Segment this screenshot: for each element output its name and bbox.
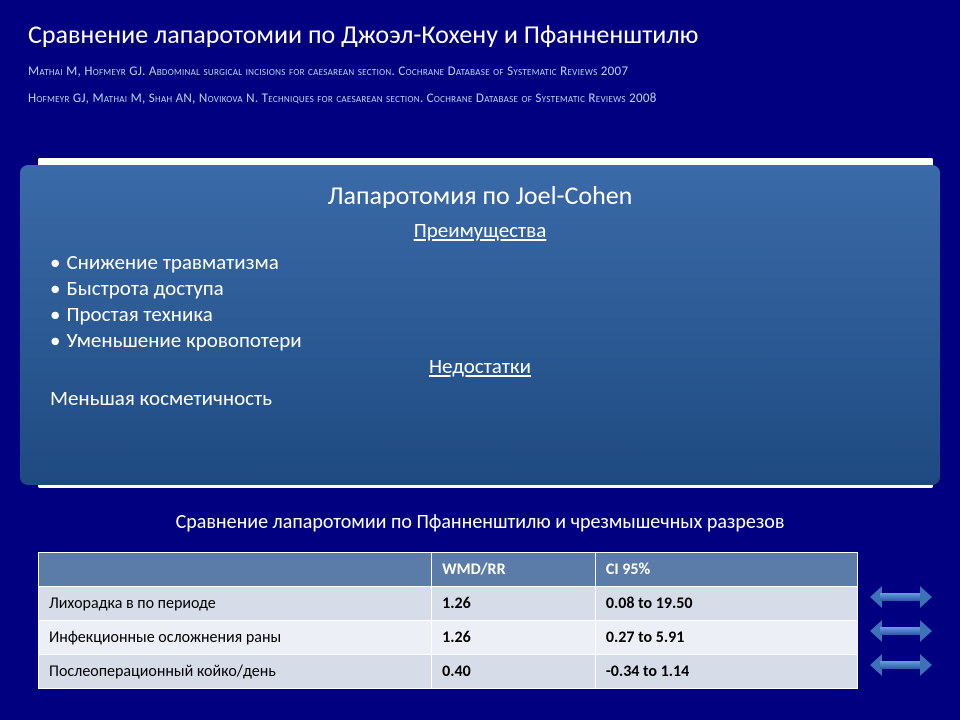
row-ci: 0.27 to 5.91	[595, 621, 857, 655]
advantages-panel: Лапаротомия по Joel-Cohen Преимущества С…	[20, 165, 940, 485]
citation-2: Hofmeyr GJ, Mathai M, Shah AN, Novikova …	[28, 91, 932, 106]
col-header-wmd: WMD/RR	[432, 553, 596, 587]
double-arrow-icon	[870, 586, 932, 608]
arrow-column	[870, 586, 932, 678]
advantage-item: Снижение травматизма	[50, 249, 910, 275]
row-label: Лихорадка в по периоде	[39, 587, 432, 621]
advantages-label: Преимущества	[50, 217, 910, 243]
advantages-list: Снижение травматизма Быстрота доступа Пр…	[50, 249, 910, 353]
comparison-table: WMD/RR CI 95% Лихорадка в по периоде 1.2…	[38, 552, 858, 689]
table-row: Послеоперационный койко/день 0.40 -0.34 …	[39, 655, 858, 689]
advantage-item: Быстрота доступа	[50, 275, 910, 301]
table-row: Лихорадка в по периоде 1.26 0.08 to 19.5…	[39, 587, 858, 621]
disadvantage-item: Меньшая косметичность	[50, 385, 910, 411]
advantage-item: Простая техника	[50, 301, 910, 327]
overlay-heading: Лапаротомия по Joel-Cohen	[50, 179, 910, 211]
disadvantages-label: Недостатки	[50, 353, 910, 379]
double-arrow-icon	[870, 620, 932, 642]
row-ci: -0.34 to 1.14	[595, 655, 857, 689]
row-wmd: 1.26	[432, 587, 596, 621]
col-header-ci: CI 95%	[595, 553, 857, 587]
row-wmd: 1.26	[432, 621, 596, 655]
row-wmd: 0.40	[432, 655, 596, 689]
row-ci: 0.08 to 19.50	[595, 587, 857, 621]
double-arrow-icon	[870, 654, 932, 676]
table-header-row: WMD/RR CI 95%	[39, 553, 858, 587]
comparison-subtitle: Сравнение лапаротомии по Пфанненштилю и …	[0, 510, 960, 534]
row-label: Инфекционные осложнения раны	[39, 621, 432, 655]
citation-1: Mathai M, Hofmeyr GJ. Abdominal surgical…	[28, 64, 932, 79]
row-label: Послеоперационный койко/день	[39, 655, 432, 689]
advantage-item: Уменьшение кровопотери	[50, 327, 910, 353]
col-header-label	[39, 553, 432, 587]
slide-title: Сравнение лапаротомии по Джоэл-Кохену и …	[28, 18, 932, 50]
table-row: Инфекционные осложнения раны 1.26 0.27 t…	[39, 621, 858, 655]
